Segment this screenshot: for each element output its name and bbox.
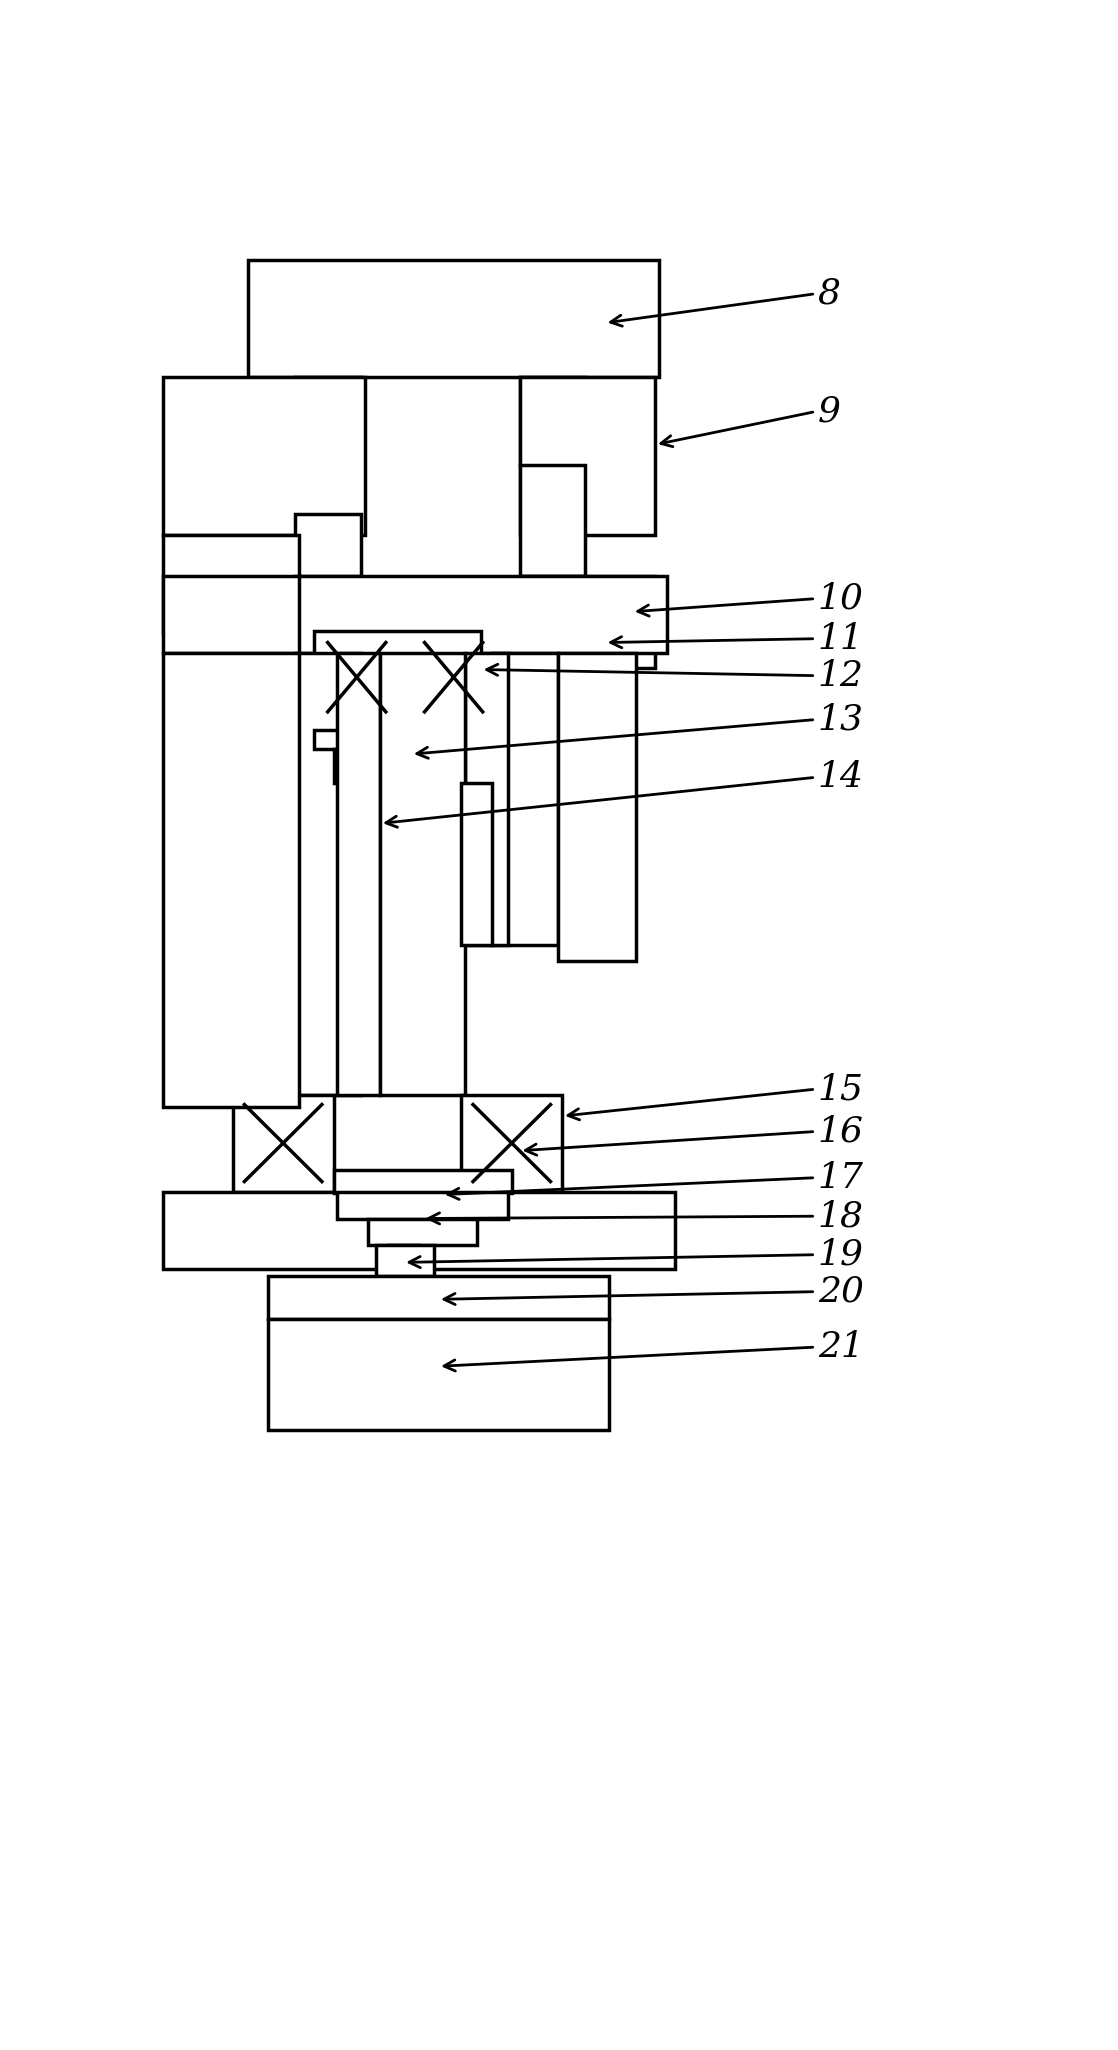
Bar	[314, 631, 481, 732]
Bar	[492, 652, 558, 945]
Bar	[333, 748, 462, 783]
Bar	[558, 652, 636, 961]
Text: 16: 16	[818, 1115, 864, 1148]
Text: 8: 8	[818, 277, 841, 312]
Bar	[376, 783, 419, 826]
Bar	[295, 377, 361, 515]
Bar	[388, 1246, 419, 1277]
Text: 13: 13	[818, 703, 864, 736]
Text: 14: 14	[818, 761, 864, 793]
Text: 17: 17	[818, 1160, 864, 1195]
Bar	[267, 1318, 608, 1431]
Text: 11: 11	[818, 621, 864, 656]
Bar	[248, 260, 659, 377]
Bar	[295, 515, 361, 576]
Text: 18: 18	[818, 1199, 864, 1234]
Bar	[338, 652, 380, 1095]
Bar	[520, 465, 586, 576]
Bar	[233, 1095, 333, 1191]
Text: 10: 10	[818, 582, 864, 615]
Bar	[338, 1191, 508, 1218]
Bar	[295, 576, 666, 652]
Text: 12: 12	[818, 658, 864, 693]
Bar	[368, 664, 438, 703]
Text: 15: 15	[818, 1072, 864, 1107]
Bar	[163, 377, 364, 535]
Bar	[462, 1095, 562, 1191]
Bar	[376, 1246, 434, 1277]
Bar	[380, 652, 465, 1095]
Text: 21: 21	[818, 1330, 864, 1363]
Bar	[163, 1191, 674, 1269]
Bar	[163, 535, 299, 633]
Bar	[314, 730, 481, 748]
Bar	[368, 1218, 477, 1246]
Bar	[333, 1171, 512, 1193]
Bar	[267, 1277, 608, 1318]
Text: 19: 19	[818, 1238, 864, 1271]
Bar	[520, 377, 655, 535]
Text: 20: 20	[818, 1275, 864, 1308]
Bar	[295, 652, 361, 1095]
Bar	[462, 783, 492, 945]
Bar	[465, 652, 508, 945]
Text: 9: 9	[818, 394, 841, 428]
Bar	[163, 652, 299, 1107]
Bar	[520, 576, 655, 668]
Bar	[163, 576, 299, 652]
Bar	[520, 377, 586, 465]
